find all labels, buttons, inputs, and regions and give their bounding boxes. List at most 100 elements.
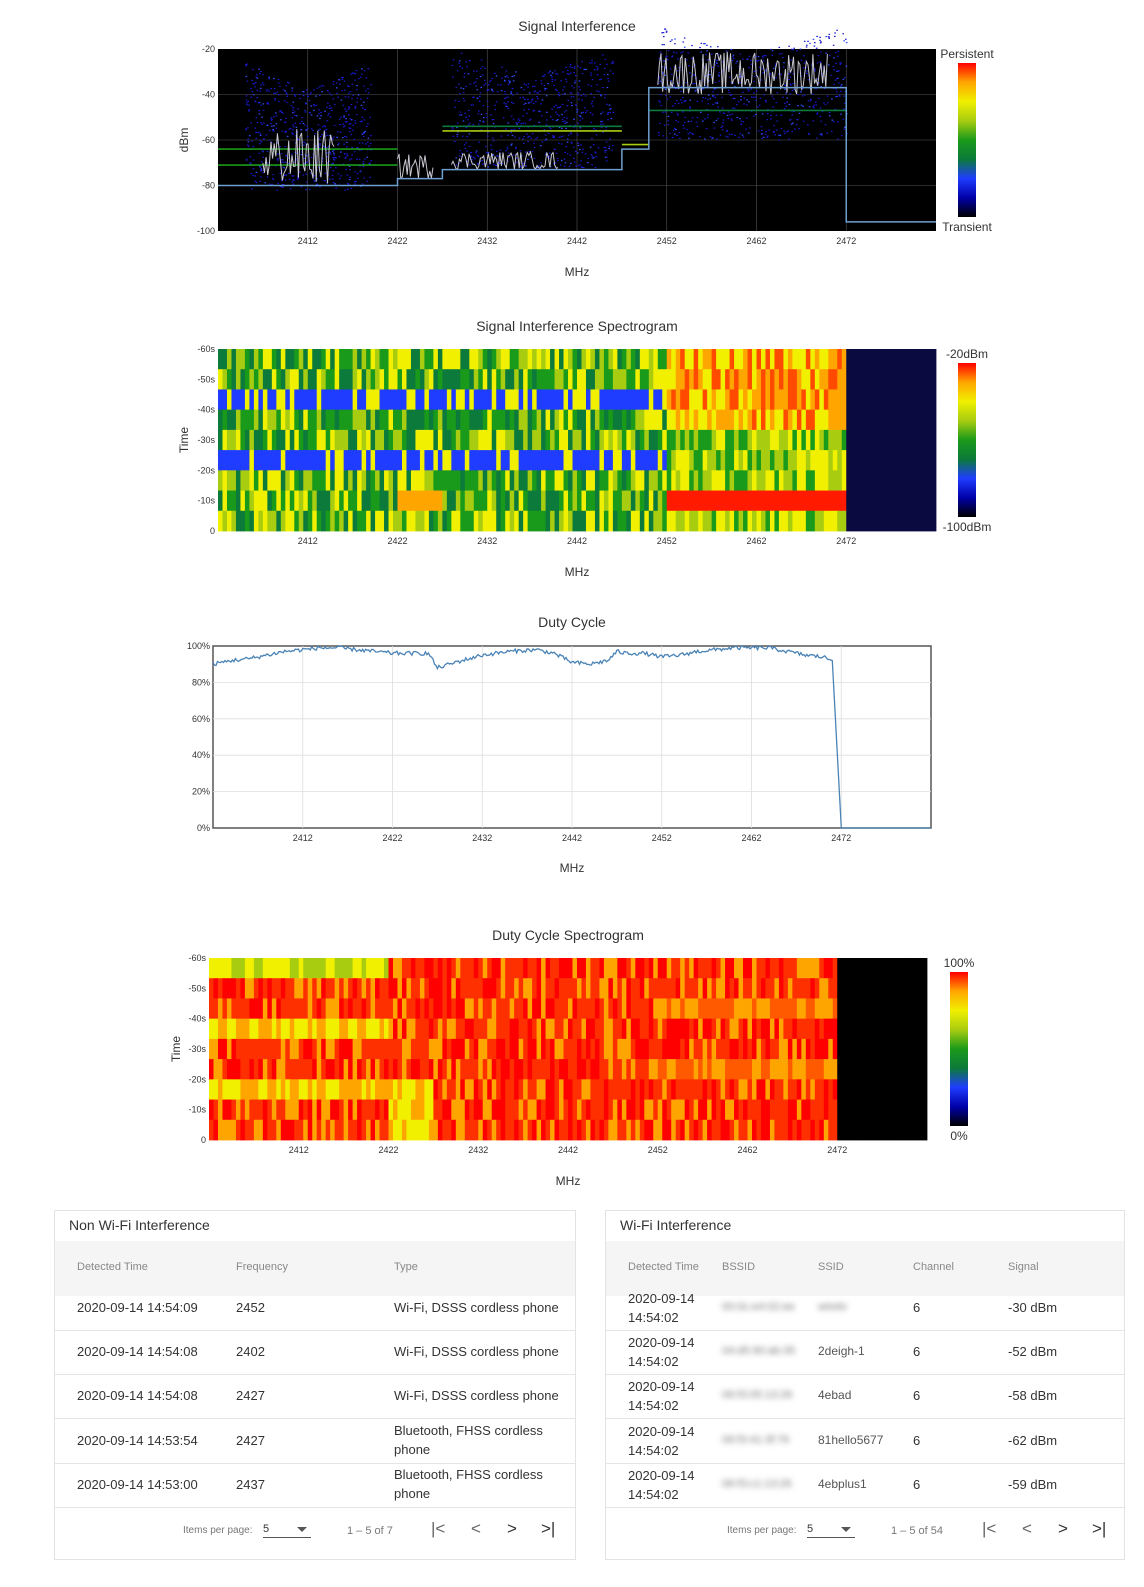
column-signal[interactable]: Signal: [1008, 1261, 1039, 1273]
column-frequency[interactable]: Frequency: [236, 1261, 288, 1273]
heatmap-cell: [819, 1119, 825, 1141]
heatmap-cell: [680, 1099, 686, 1121]
density-point: [712, 137, 714, 139]
heatmap-cell: [514, 1038, 520, 1060]
density-point: [361, 183, 364, 185]
density-point: [328, 92, 331, 94]
heatmap-cell: [796, 409, 802, 431]
heatmap-cell: [734, 510, 739, 532]
last-page-icon[interactable]: >|: [541, 1519, 556, 1538]
heatmap-cell: [415, 958, 421, 979]
heatmap-cell: [725, 1059, 730, 1080]
heatmap-cell: [769, 1018, 775, 1040]
heatmap-cell: [455, 1038, 461, 1060]
density-point: [502, 117, 505, 119]
heatmap-cell: [639, 998, 645, 1020]
density-point: [574, 150, 577, 152]
heatmap-cell: [401, 1018, 407, 1040]
table-row[interactable]: 2020-09-14 14:54:02 04:d5:90:ab:35 2deig…: [606, 1330, 1124, 1375]
heatmap-cell: [235, 510, 241, 532]
heatmap-cell: [505, 998, 511, 1020]
heatmap-cell: [433, 958, 439, 979]
heatmap-cell: [608, 369, 614, 390]
density-point: [470, 156, 473, 158]
heatmap-cell: [478, 349, 484, 370]
column-type[interactable]: Type: [394, 1261, 418, 1273]
heatmap-cell: [913, 1038, 919, 1060]
heatmap-cell: [796, 1038, 802, 1060]
heatmap-cell: [307, 490, 313, 512]
density-point: [520, 166, 523, 169]
heatmap-cell: [240, 998, 246, 1020]
table-row[interactable]: 2020-09-14 14:54:09 2452 Wi-Fi, DSSS cor…: [55, 1286, 575, 1331]
column-detected-time[interactable]: Detected Time: [628, 1261, 699, 1273]
heatmap-cell: [406, 450, 412, 471]
density-point: [843, 126, 846, 128]
density-point: [347, 188, 349, 190]
density-point: [524, 165, 527, 167]
density-point: [845, 65, 848, 67]
density-point: [279, 85, 281, 87]
heatmap-cell: [509, 1018, 515, 1040]
heatmap-cell: [258, 958, 264, 979]
density-point: [268, 183, 271, 185]
column-ssid[interactable]: SSID: [818, 1261, 844, 1273]
heatmap-cell: [460, 958, 466, 979]
density-point: [842, 108, 845, 110]
heatmap-cell: [280, 958, 286, 979]
table-row[interactable]: 2020-09-14 14:53:54 2427 Bluetooth, FHSS…: [55, 1419, 575, 1464]
heatmap-cell: [213, 1018, 219, 1040]
density-point: [574, 124, 577, 126]
heatmap-cell: [734, 1038, 739, 1060]
heatmap-cell: [298, 1038, 304, 1060]
heatmap-cell: [487, 1079, 493, 1100]
table-row[interactable]: 2020-09-14 14:54:08 2402 Wi-Fi, DSSS cor…: [55, 1330, 575, 1375]
heatmap-cell: [729, 1079, 735, 1100]
heatmap-cell: [752, 490, 757, 512]
density-point: [348, 123, 351, 125]
density-point: [800, 91, 802, 93]
heatmap-cell: [352, 1038, 358, 1060]
density-point: [332, 162, 334, 164]
heatmap-cell: [635, 1119, 641, 1141]
first-page-icon[interactable]: |<: [431, 1519, 446, 1538]
items-per-page-select[interactable]: 5: [263, 1523, 311, 1538]
column-detected-time[interactable]: Detected Time: [77, 1261, 148, 1273]
column-channel[interactable]: Channel: [913, 1261, 954, 1273]
heatmap-cell: [370, 1119, 376, 1141]
heatmap-cell: [424, 510, 430, 532]
density-point: [515, 122, 518, 124]
next-page-icon[interactable]: >: [507, 1519, 517, 1538]
density-point: [281, 159, 284, 161]
heatmap-cell: [608, 490, 614, 512]
heatmap-cell: [900, 1038, 905, 1060]
density-point: [523, 135, 525, 138]
density-point: [518, 127, 521, 130]
density-point: [785, 92, 787, 94]
heatmap-cell: [357, 1018, 362, 1040]
heatmap-cell: [882, 450, 888, 471]
density-point: [545, 88, 548, 90]
heatmap-cell: [312, 510, 318, 532]
column-bssid[interactable]: BSSID: [722, 1261, 756, 1273]
previous-page-icon[interactable]: <: [471, 1519, 481, 1538]
heatmap-cell: [819, 450, 825, 471]
heatmap-cell: [357, 470, 362, 491]
density-point: [363, 85, 365, 87]
density-point: [507, 96, 509, 98]
density-point: [759, 97, 762, 99]
heatmap-cell: [828, 369, 834, 390]
density-point: [512, 80, 515, 82]
heatmap-cell: [913, 510, 919, 532]
heatmap-cell: [743, 958, 748, 979]
heatmap-cell: [559, 978, 564, 999]
table-row[interactable]: 2020-09-14 14:54:02 00:0c:e4:02:ee wirel…: [606, 1286, 1124, 1331]
density-point: [306, 93, 309, 95]
heatmap-cell: [603, 1059, 609, 1080]
table-row[interactable]: 2020-09-14 14:53:00 2437 Bluetooth, FHSS…: [55, 1463, 575, 1508]
heatmap-cell: [931, 510, 937, 532]
table-row[interactable]: 2020-09-14 14:54:08 2427 Wi-Fi, DSSS cor…: [55, 1374, 575, 1419]
heatmap-cell: [904, 958, 910, 979]
heatmap-cell: [900, 369, 905, 390]
heatmap-cell: [581, 1119, 587, 1141]
